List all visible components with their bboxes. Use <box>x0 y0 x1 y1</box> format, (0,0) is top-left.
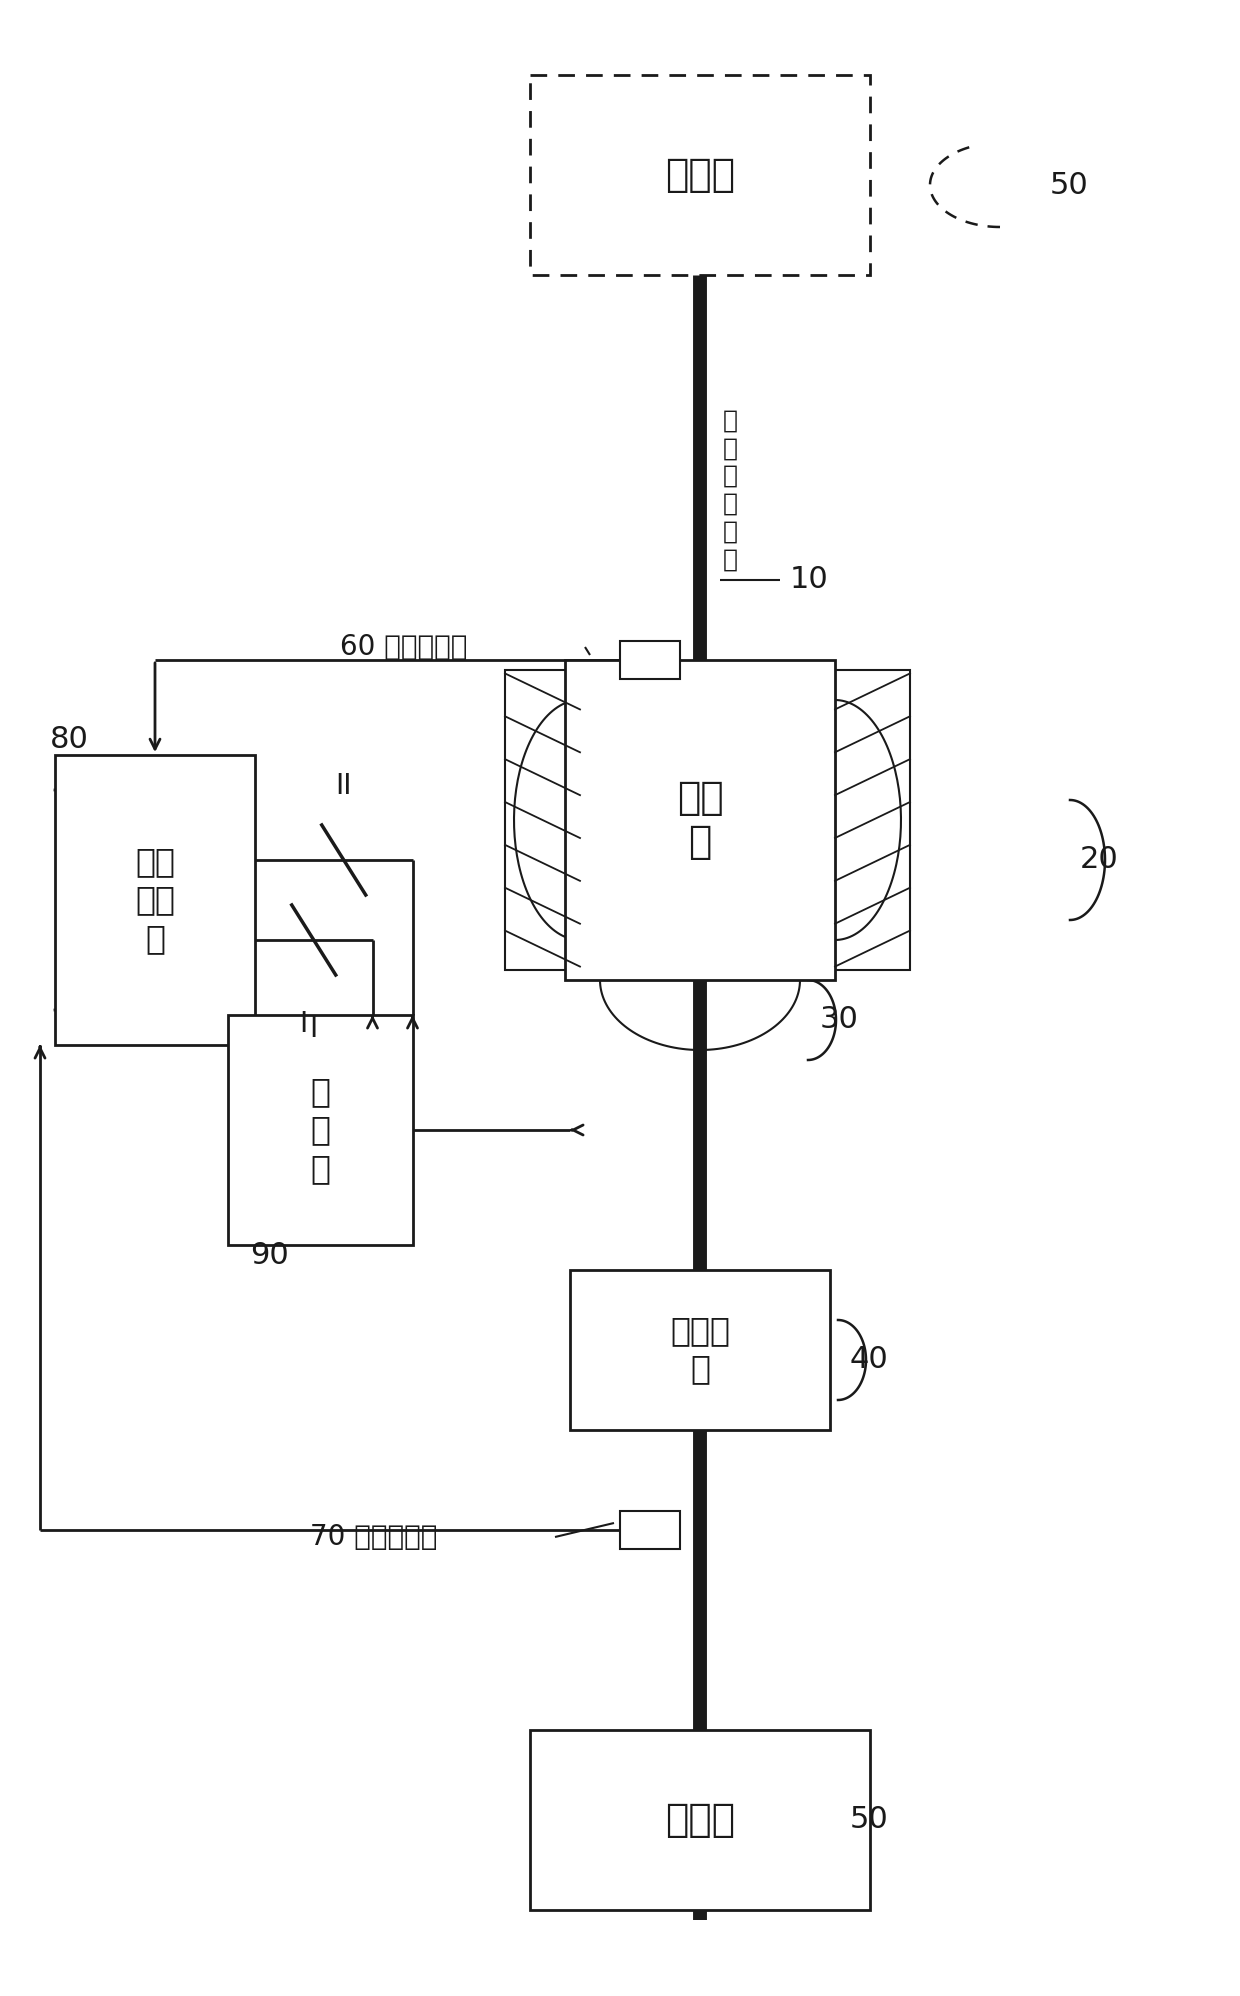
Text: 90: 90 <box>250 1240 289 1269</box>
FancyBboxPatch shape <box>529 76 870 275</box>
FancyBboxPatch shape <box>529 1731 870 1910</box>
Text: 50: 50 <box>1050 170 1089 200</box>
FancyBboxPatch shape <box>55 754 255 1046</box>
Text: 从
动
转
子
主
轴: 从 动 转 子 主 轴 <box>723 409 738 571</box>
Text: 60 键相传感器: 60 键相传感器 <box>340 633 467 661</box>
Text: 40: 40 <box>849 1345 889 1375</box>
Text: 50: 50 <box>849 1806 889 1834</box>
Text: 30: 30 <box>820 1006 859 1034</box>
Text: 轴承
箱: 轴承 箱 <box>677 778 723 860</box>
Text: I: I <box>310 1016 317 1044</box>
Text: 控
制
器: 控 制 器 <box>310 1076 330 1186</box>
FancyBboxPatch shape <box>620 1511 680 1549</box>
FancyBboxPatch shape <box>835 671 910 970</box>
Text: 工作段: 工作段 <box>665 156 735 194</box>
FancyBboxPatch shape <box>570 1269 830 1429</box>
Text: 工作段: 工作段 <box>665 1800 735 1838</box>
Text: 电磁轴
承: 电磁轴 承 <box>670 1315 730 1385</box>
FancyBboxPatch shape <box>505 671 580 970</box>
Text: 20: 20 <box>1080 846 1118 874</box>
FancyBboxPatch shape <box>565 661 835 980</box>
Text: I: I <box>300 1010 308 1038</box>
FancyBboxPatch shape <box>227 1016 413 1246</box>
Text: 10: 10 <box>790 565 828 595</box>
Text: 测量
变送
器: 测量 变送 器 <box>135 844 175 954</box>
FancyBboxPatch shape <box>620 641 680 679</box>
Text: 80: 80 <box>50 725 89 754</box>
Text: 70 振动传感器: 70 振动传感器 <box>310 1523 438 1551</box>
Text: II: II <box>336 772 352 800</box>
